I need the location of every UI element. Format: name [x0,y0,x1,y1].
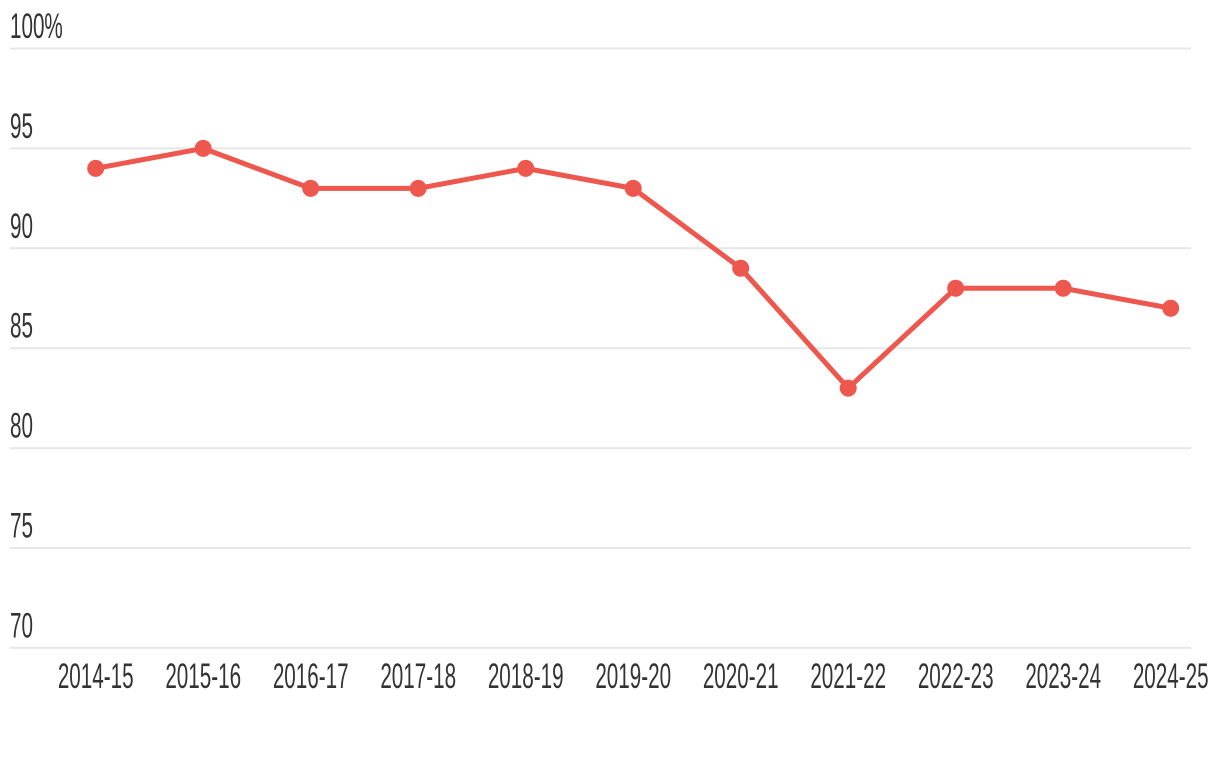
data-point [624,179,642,197]
data-point [839,379,857,397]
x-axis-tick-label: 2017-18 [380,658,456,697]
x-axis-tick-label: 2018-19 [488,658,564,697]
y-axis-tick-label: 70 [10,607,33,646]
data-point [302,179,320,197]
data-point [194,139,212,157]
data-point [517,159,535,177]
x-axis-tick-label: 2024-25 [1133,658,1209,697]
y-axis-tick-label: 80 [10,407,33,446]
x-axis-tick-label: 2014-15 [58,658,134,697]
x-axis-tick-label: 2021-22 [810,658,886,697]
y-axis-tick-label: 100% [10,8,63,47]
data-point [409,179,427,197]
y-axis-tick-label: 90 [10,207,33,246]
data-point [87,159,105,177]
x-axis-tick-label: 2020-21 [703,658,779,697]
data-point [1054,279,1072,297]
y-axis-tick-label: 95 [10,107,33,146]
x-axis-tick-label: 2015-16 [165,658,241,697]
y-axis-tick-label: 85 [10,307,33,346]
data-point [947,279,965,297]
x-axis-tick-label: 2023-24 [1025,658,1101,697]
x-axis-tick-label: 2019-20 [595,658,671,697]
data-point [1162,299,1180,317]
data-point [732,259,750,277]
x-axis-tick-label: 2022-23 [918,658,994,697]
x-axis-tick-label: 2016-17 [273,658,349,697]
y-axis-tick-label: 75 [10,507,33,546]
